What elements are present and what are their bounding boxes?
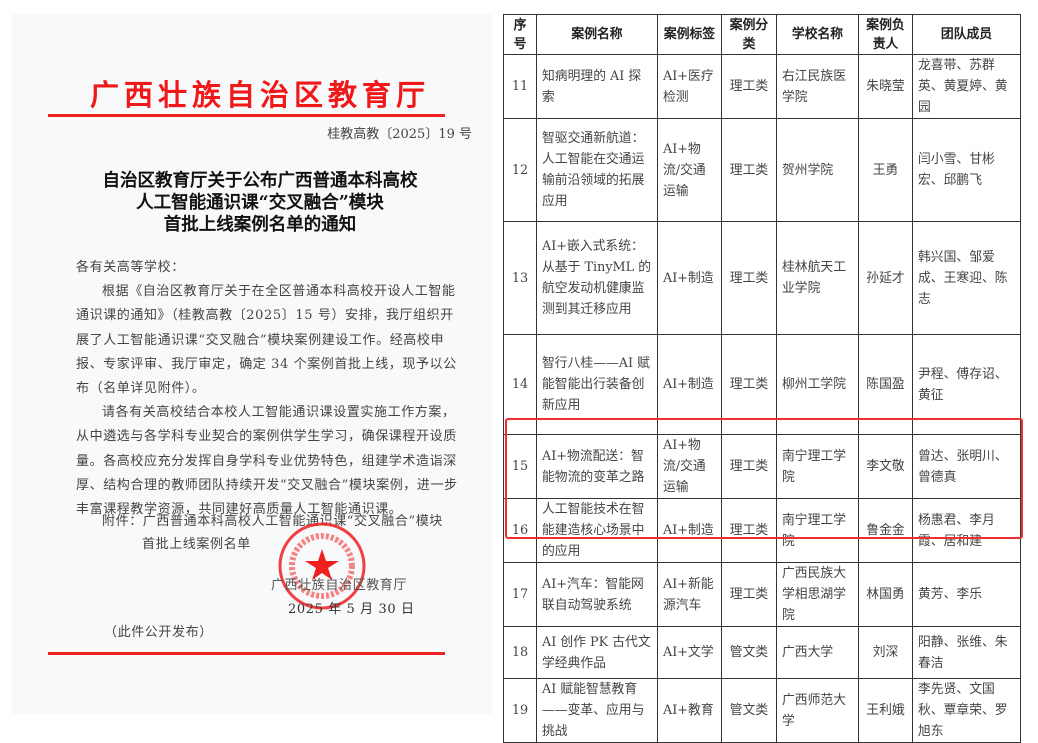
body-paragraph-2: 请各有关高校结合本校人工智能通识课设置实施工作方案，从中遴选与各学科专业契合的案…	[76, 405, 458, 518]
table-row: 16 人工智能技术在智能建造核心场景中的应用 AI+制造 理工类 南宁理工学院 鲁金金 杨惠…	[503, 498, 1021, 563]
case-lead: 陈国盈	[858, 334, 913, 435]
case-name: AI 创作 PK 古代文学经典作品	[536, 626, 658, 679]
case-tag: AI+新能源汽车	[657, 562, 722, 627]
school-name: 柳州工学院	[776, 334, 859, 435]
attachment-line-2: 首批上线案例名单	[142, 537, 251, 552]
case-tag: AI+制造	[657, 221, 722, 335]
table-row: 17 AI+汽车：智能网联自动驾驶系统 AI+新能源汽车 理工类 广西民族大学相思湖学院…	[503, 562, 1021, 627]
star-icon	[305, 549, 339, 580]
salutation: 各有关高等学校：	[76, 260, 185, 275]
row-number: 18	[503, 626, 537, 679]
red-header-line	[48, 114, 445, 117]
team-members: 黄芳、李乐	[912, 562, 1021, 627]
case-category: 管文类	[721, 626, 777, 679]
school-name: 贺州学院	[776, 118, 859, 222]
notice-page	[12, 14, 492, 714]
case-tag: AI+医疗检测	[657, 54, 722, 119]
notice-heading-line-2: 人工智能通识课“交叉融合”模块	[136, 193, 384, 213]
school-name: 南宁理工学院	[776, 434, 859, 499]
case-lead: 王利娥	[858, 678, 913, 743]
row-number: 16	[503, 498, 537, 563]
case-name: 知病明理的 AI 探索	[536, 54, 658, 119]
case-category: 理工类	[721, 498, 777, 563]
team-members: 闫小雪、甘彬宏、邱鹏飞	[912, 118, 1021, 222]
header-lead: 案例负责人	[858, 14, 913, 55]
team-members: 阳静、张维、朱春洁	[912, 626, 1021, 679]
document-number: 桂教高教〔2025〕19 号	[327, 127, 472, 142]
issue-date: 2025 年 5 月 30 日	[288, 602, 415, 617]
case-tag: AI+物流/交通运输	[657, 118, 722, 222]
row-number: 13	[503, 221, 537, 335]
case-tag: AI+制造	[657, 498, 722, 563]
header-no: 序号	[503, 14, 537, 55]
school-name: 右江民族医学院	[776, 54, 859, 119]
case-name: AI+汽车：智能网联自动驾驶系统	[536, 562, 658, 627]
table-row: 11 知病明理的 AI 探索 AI+医疗检测 理工类 右江民族医学院 朱晓莹 龙喜带、苏群英…	[503, 54, 1021, 119]
table-row: 18 AI 创作 PK 古代文学经典作品 AI+文学 管文类 广西大学 刘深 阳静、张维、朱…	[503, 626, 1021, 679]
publication-note: （此件公开发布）	[104, 625, 213, 640]
case-category: 管文类	[721, 678, 777, 743]
table-row: 14 智行八桂——AI 赋能智能出行装备创新应用 AI+制造 理工类 柳州工学院 陈国盈尹…	[503, 334, 1021, 435]
row-number: 12	[503, 118, 537, 222]
school-name: 广西大学	[776, 626, 859, 679]
case-lead: 孙延才	[858, 221, 913, 335]
header-school: 学校名称	[776, 14, 859, 55]
case-tag: AI+制造	[657, 334, 722, 435]
row-number: 15	[503, 434, 537, 499]
case-category: 理工类	[721, 54, 777, 119]
case-category: 理工类	[721, 334, 777, 435]
case-category: 理工类	[721, 118, 777, 222]
case-category: 理工类	[721, 221, 777, 335]
body-paragraph-1: 根据《自治区教育厅关于在全区普通本科高校开设人工智能通识课的通知》（桂教高教〔2…	[76, 284, 457, 397]
notice-heading-line-1: 自治区教育厅关于公布广西普通本科高校	[102, 171, 418, 191]
team-members: 韩兴国、邹爱成、王寒迎、陈志	[912, 221, 1021, 335]
row-number: 17	[503, 562, 537, 627]
header-case-name: 案例名称	[536, 14, 658, 55]
case-name: 人工智能技术在智能建造核心场景中的应用	[536, 498, 658, 563]
attachment-line-1: 附件：广西普通本科高校人工智能通识课“交叉融合”模块	[102, 514, 443, 529]
table-row: 19 AI 赋能智慧教育——变革、应用与挑战 AI+教育 管文类 广西师范大学 王利娥 李先…	[503, 678, 1021, 743]
case-lead: 刘深	[858, 626, 913, 679]
header-tag: 案例标签	[657, 14, 722, 55]
signature-organization: 广西壮族自治区教育厅	[271, 578, 408, 593]
row-number: 11	[503, 54, 537, 119]
red-footer-line	[48, 652, 445, 655]
header-category: 案例分类	[721, 14, 777, 55]
table-header-row: 序号 案例名称 案例标签 案例分类 学校名称 案例负责人 团队成员	[503, 14, 1021, 55]
school-name: 广西师范大学	[776, 678, 859, 743]
school-name: 南宁理工学院	[776, 498, 859, 563]
table-row: 12 智驱交通新航道：人工智能在交通运输前沿领域的拓展应用 AI+物流/交通运输 理工…	[503, 118, 1021, 222]
case-name: 智驱交通新航道：人工智能在交通运输前沿领域的拓展应用	[536, 118, 658, 222]
team-members: 龙喜带、苏群英、黄夏婷、黄园	[912, 54, 1021, 119]
case-name: AI+物流配送：智能物流的变革之路	[536, 434, 658, 499]
case-category: 理工类	[721, 562, 777, 627]
school-name: 桂林航天工业学院	[776, 221, 859, 335]
team-members: 李先贤、文国秋、覃章荣、罗旭东	[912, 678, 1021, 743]
row-number: 19	[503, 678, 537, 743]
case-lead: 李文敬	[858, 434, 913, 499]
case-lead: 朱晓莹	[858, 54, 913, 119]
team-members: 杨惠君、李月霞、居和建	[912, 498, 1021, 563]
issuing-organization: 广西壮族自治区教育厅	[89, 78, 430, 112]
case-tag: AI+教育	[657, 678, 722, 743]
case-lead: 王勇	[858, 118, 913, 222]
school-name: 广西民族大学相思湖学院	[776, 562, 859, 627]
case-name: AI+嵌入式系统：从基于 TinyML 的航空发动机健康监测到其迁移应用	[536, 221, 658, 335]
official-seal	[278, 522, 366, 610]
table-row: 13 AI+嵌入式系统：从基于 TinyML 的航空发动机健康监测到其迁移应用 AI…	[503, 221, 1021, 335]
notice-heading-line-3: 首批上线案例名单的通知	[163, 215, 357, 235]
team-members: 尹程、傅存诏、黄征	[912, 334, 1021, 435]
row-number: 14	[503, 334, 537, 435]
case-lead: 鲁金金	[858, 498, 913, 563]
case-tag: AI+物流/交通运输	[657, 434, 722, 499]
case-name: 智行八桂——AI 赋能智能出行装备创新应用	[536, 334, 658, 435]
case-lead: 林国勇	[858, 562, 913, 627]
table-row: 15 AI+物流配送：智能物流的变革之路 AI+物流/交通运输 理工类 南宁理工学院 李文…	[503, 434, 1021, 499]
case-name: AI 赋能智慧教育——变革、应用与挑战	[536, 678, 658, 743]
header-members: 团队成员	[912, 14, 1021, 55]
case-category: 理工类	[721, 434, 777, 499]
case-tag: AI+文学	[657, 626, 722, 679]
case-list-table: 序号 案例名称 案例标签 案例分类 学校名称 案例负责人 团队成员 11 知病明理…	[503, 14, 1021, 743]
team-members: 曾达、张明川、曾德真	[912, 434, 1021, 499]
